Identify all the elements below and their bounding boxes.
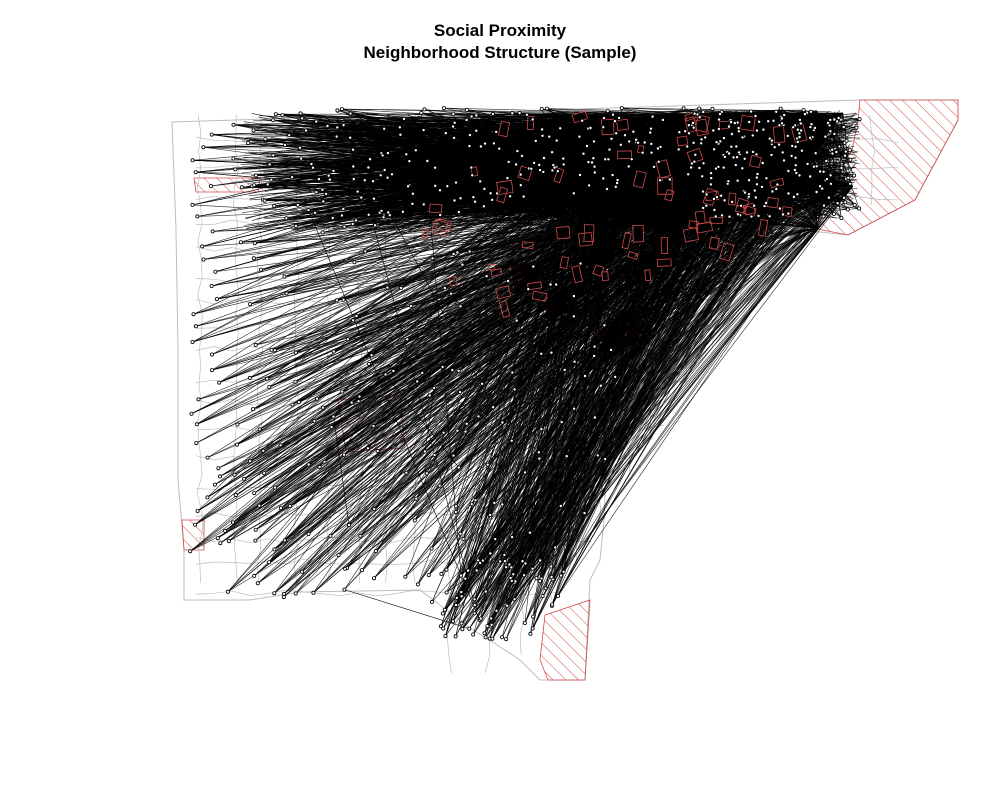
- network-edge: [524, 156, 770, 624]
- network-edge: [457, 185, 737, 606]
- network-edge: [487, 206, 782, 627]
- network-edge: [254, 206, 690, 494]
- network-edge: [455, 208, 798, 606]
- network-edge: [482, 198, 609, 561]
- network-edge: [808, 144, 851, 196]
- network-edge: [249, 190, 752, 379]
- network-edge: [344, 195, 610, 569]
- network-edge: [274, 157, 717, 550]
- network-edge: [511, 174, 782, 568]
- network-edge: [515, 170, 744, 582]
- network-edge: [297, 114, 670, 165]
- network-edge: [557, 174, 782, 597]
- network-edge: [542, 186, 853, 597]
- network-edge: [452, 154, 811, 622]
- network-edge: [290, 192, 780, 205]
- network-edge: [614, 198, 741, 378]
- network-edge: [487, 177, 799, 627]
- network-edge: [552, 134, 763, 580]
- network-edge: [360, 206, 781, 537]
- network-edge: [469, 206, 782, 629]
- network-edge: [491, 193, 702, 625]
- tract-boundary: [195, 536, 593, 544]
- network-edge: [532, 192, 833, 569]
- network-edge: [250, 205, 689, 305]
- network-edge: [615, 199, 631, 231]
- network-edge: [254, 114, 629, 129]
- highlight-region-west: [181, 519, 205, 551]
- tract-boundary: [869, 114, 875, 206]
- network-edge: [487, 132, 753, 627]
- network-edge: [347, 117, 617, 124]
- network-edge: [484, 190, 752, 634]
- network-edge: [414, 184, 838, 231]
- network-edge: [809, 134, 859, 143]
- map-title: Social Proximity: [433, 21, 567, 40]
- network-edge: [541, 108, 754, 118]
- network-edge: [713, 191, 734, 228]
- network-edge: [441, 182, 677, 575]
- network-edge: [551, 193, 702, 578]
- network-edge: [539, 177, 562, 561]
- network-edge: [491, 195, 610, 625]
- network-edge: [467, 205, 689, 571]
- network-edge: [338, 205, 689, 556]
- network-edge: [268, 195, 610, 563]
- network-edge: [284, 180, 622, 541]
- network-edge: [442, 213, 626, 629]
- tract-boundary: [233, 114, 240, 584]
- network-edge: [560, 192, 833, 576]
- network-edge: [560, 195, 610, 576]
- network-edge: [446, 208, 681, 570]
- network-edge: [365, 206, 781, 252]
- network-edge: [482, 213, 674, 561]
- title-block: Social Proximity Neighborhood Structure …: [0, 20, 1000, 64]
- network-edge: [455, 174, 575, 637]
- network-edge: [586, 196, 851, 219]
- network-edge: [479, 208, 798, 564]
- network-edge: [263, 174, 575, 452]
- network-edge: [275, 111, 749, 205]
- network-edge: [228, 195, 610, 542]
- network-edge: [509, 188, 840, 565]
- network-edge: [462, 195, 610, 630]
- network-edge: [452, 151, 710, 622]
- network-edge: [491, 188, 840, 625]
- network-edge: [264, 146, 631, 187]
- network-edge: [506, 213, 626, 606]
- network-edge: [560, 170, 744, 576]
- tract-boundary: [196, 114, 204, 584]
- map-subtitle: Neighborhood Structure (Sample): [363, 43, 637, 62]
- network-edge: [560, 213, 626, 576]
- network-edge: [308, 198, 609, 535]
- network-edge: [551, 183, 796, 578]
- network-edge: [499, 182, 677, 562]
- network-edge: [481, 221, 707, 385]
- highlight-region-south: [539, 599, 591, 681]
- network-edge: [462, 208, 680, 265]
- network-edge: [532, 178, 807, 569]
- network-edge: [485, 180, 622, 638]
- network-edge: [367, 227, 818, 449]
- network-edge: [524, 213, 674, 624]
- network-edge: [560, 188, 840, 576]
- network-edge: [514, 115, 827, 584]
- network-edge: [487, 208, 798, 627]
- network-edge: [236, 190, 752, 445]
- network-edge: [522, 174, 782, 562]
- network-edge: [445, 177, 562, 637]
